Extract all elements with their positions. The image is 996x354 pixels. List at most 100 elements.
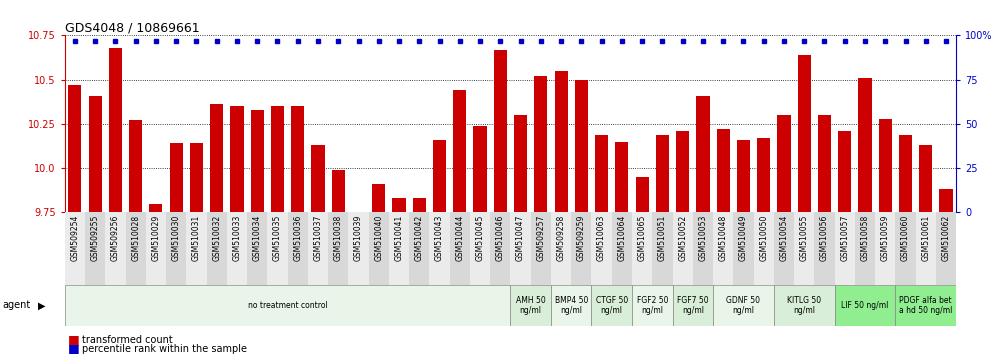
Bar: [89, 96, 102, 212]
Text: GDNF 50
ng/ml: GDNF 50 ng/ml: [726, 296, 760, 315]
Text: GSM510054: GSM510054: [780, 215, 789, 261]
Bar: [733, 212, 754, 285]
Bar: [453, 90, 466, 212]
Text: GSM510063: GSM510063: [598, 215, 607, 261]
Text: GSM510061: GSM510061: [921, 215, 930, 261]
Bar: [737, 140, 750, 212]
Text: LIF 50 ng/ml: LIF 50 ng/ml: [842, 301, 888, 310]
Text: GSM510058: GSM510058: [861, 215, 870, 261]
Bar: [815, 212, 835, 285]
Bar: [247, 212, 267, 285]
Bar: [227, 212, 247, 285]
Text: GSM510051: GSM510051: [658, 215, 667, 261]
Text: percentile rank within the sample: percentile rank within the sample: [82, 344, 247, 354]
Bar: [572, 212, 592, 285]
Bar: [288, 212, 308, 285]
Bar: [713, 212, 733, 285]
Text: GSM510042: GSM510042: [414, 215, 423, 261]
Bar: [895, 212, 915, 285]
Text: GSM510043: GSM510043: [435, 215, 444, 261]
Bar: [332, 170, 345, 212]
Bar: [555, 71, 568, 212]
Text: GSM510062: GSM510062: [941, 215, 950, 261]
Bar: [449, 212, 470, 285]
Bar: [125, 212, 145, 285]
Bar: [855, 212, 875, 285]
Bar: [166, 212, 186, 285]
Text: GSM510044: GSM510044: [455, 215, 464, 261]
Bar: [676, 131, 689, 212]
Bar: [531, 212, 551, 285]
Bar: [612, 212, 632, 285]
Bar: [774, 212, 794, 285]
Bar: [757, 138, 770, 212]
Bar: [655, 135, 669, 212]
Bar: [915, 212, 936, 285]
Text: GSM509259: GSM509259: [577, 215, 586, 261]
Bar: [149, 204, 162, 212]
Bar: [635, 177, 648, 212]
Bar: [429, 212, 449, 285]
Text: GSM510065: GSM510065: [637, 215, 646, 261]
Bar: [672, 285, 713, 326]
Text: FGF2 50
ng/ml: FGF2 50 ng/ml: [636, 296, 668, 315]
Bar: [470, 212, 490, 285]
Bar: [652, 212, 672, 285]
Bar: [878, 119, 891, 212]
Text: FGF7 50
ng/ml: FGF7 50 ng/ml: [677, 296, 708, 315]
Bar: [839, 131, 852, 212]
Text: GSM510049: GSM510049: [739, 215, 748, 261]
Bar: [794, 212, 815, 285]
Bar: [693, 212, 713, 285]
Bar: [169, 143, 182, 212]
Bar: [267, 212, 288, 285]
Text: GSM510039: GSM510039: [354, 215, 363, 261]
Text: GSM510036: GSM510036: [293, 215, 302, 261]
Bar: [696, 96, 709, 212]
Text: ■: ■: [68, 333, 80, 346]
Text: GSM510055: GSM510055: [800, 215, 809, 261]
Bar: [575, 80, 588, 212]
Text: GSM510040: GSM510040: [374, 215, 383, 261]
Text: GSM510037: GSM510037: [314, 215, 323, 261]
Bar: [919, 145, 932, 212]
Bar: [551, 212, 572, 285]
Bar: [510, 285, 551, 326]
Text: agent: agent: [2, 300, 30, 310]
Text: GSM510053: GSM510053: [698, 215, 707, 261]
Bar: [754, 212, 774, 285]
Text: ▶: ▶: [38, 300, 46, 310]
Bar: [510, 212, 531, 285]
Bar: [69, 85, 82, 212]
Text: transformed count: transformed count: [82, 335, 172, 345]
Text: GSM509257: GSM509257: [536, 215, 546, 261]
Bar: [206, 212, 227, 285]
Bar: [798, 55, 811, 212]
Text: PDGF alfa bet
a hd 50 ng/ml: PDGF alfa bet a hd 50 ng/ml: [899, 296, 952, 315]
Text: GSM510048: GSM510048: [719, 215, 728, 261]
Bar: [433, 140, 446, 212]
Text: GSM509254: GSM509254: [71, 215, 80, 261]
Bar: [251, 110, 264, 212]
Bar: [349, 212, 369, 285]
Text: AMH 50
ng/ml: AMH 50 ng/ml: [516, 296, 546, 315]
Bar: [592, 212, 612, 285]
Text: CTGF 50
ng/ml: CTGF 50 ng/ml: [596, 296, 627, 315]
Text: GSM510034: GSM510034: [253, 215, 262, 261]
Text: KITLG 50
ng/ml: KITLG 50 ng/ml: [787, 296, 822, 315]
Bar: [835, 212, 855, 285]
Text: GSM509255: GSM509255: [91, 215, 100, 261]
Bar: [774, 285, 835, 326]
Text: ■: ■: [68, 342, 80, 354]
Text: GSM510045: GSM510045: [475, 215, 485, 261]
Bar: [145, 212, 166, 285]
Text: no treatment control: no treatment control: [248, 301, 328, 310]
Bar: [859, 78, 872, 212]
Text: GSM510050: GSM510050: [759, 215, 768, 261]
Bar: [939, 189, 952, 212]
Bar: [713, 285, 774, 326]
Bar: [328, 212, 349, 285]
Text: GSM510052: GSM510052: [678, 215, 687, 261]
Text: GSM510038: GSM510038: [334, 215, 343, 261]
Text: GSM510033: GSM510033: [232, 215, 241, 261]
